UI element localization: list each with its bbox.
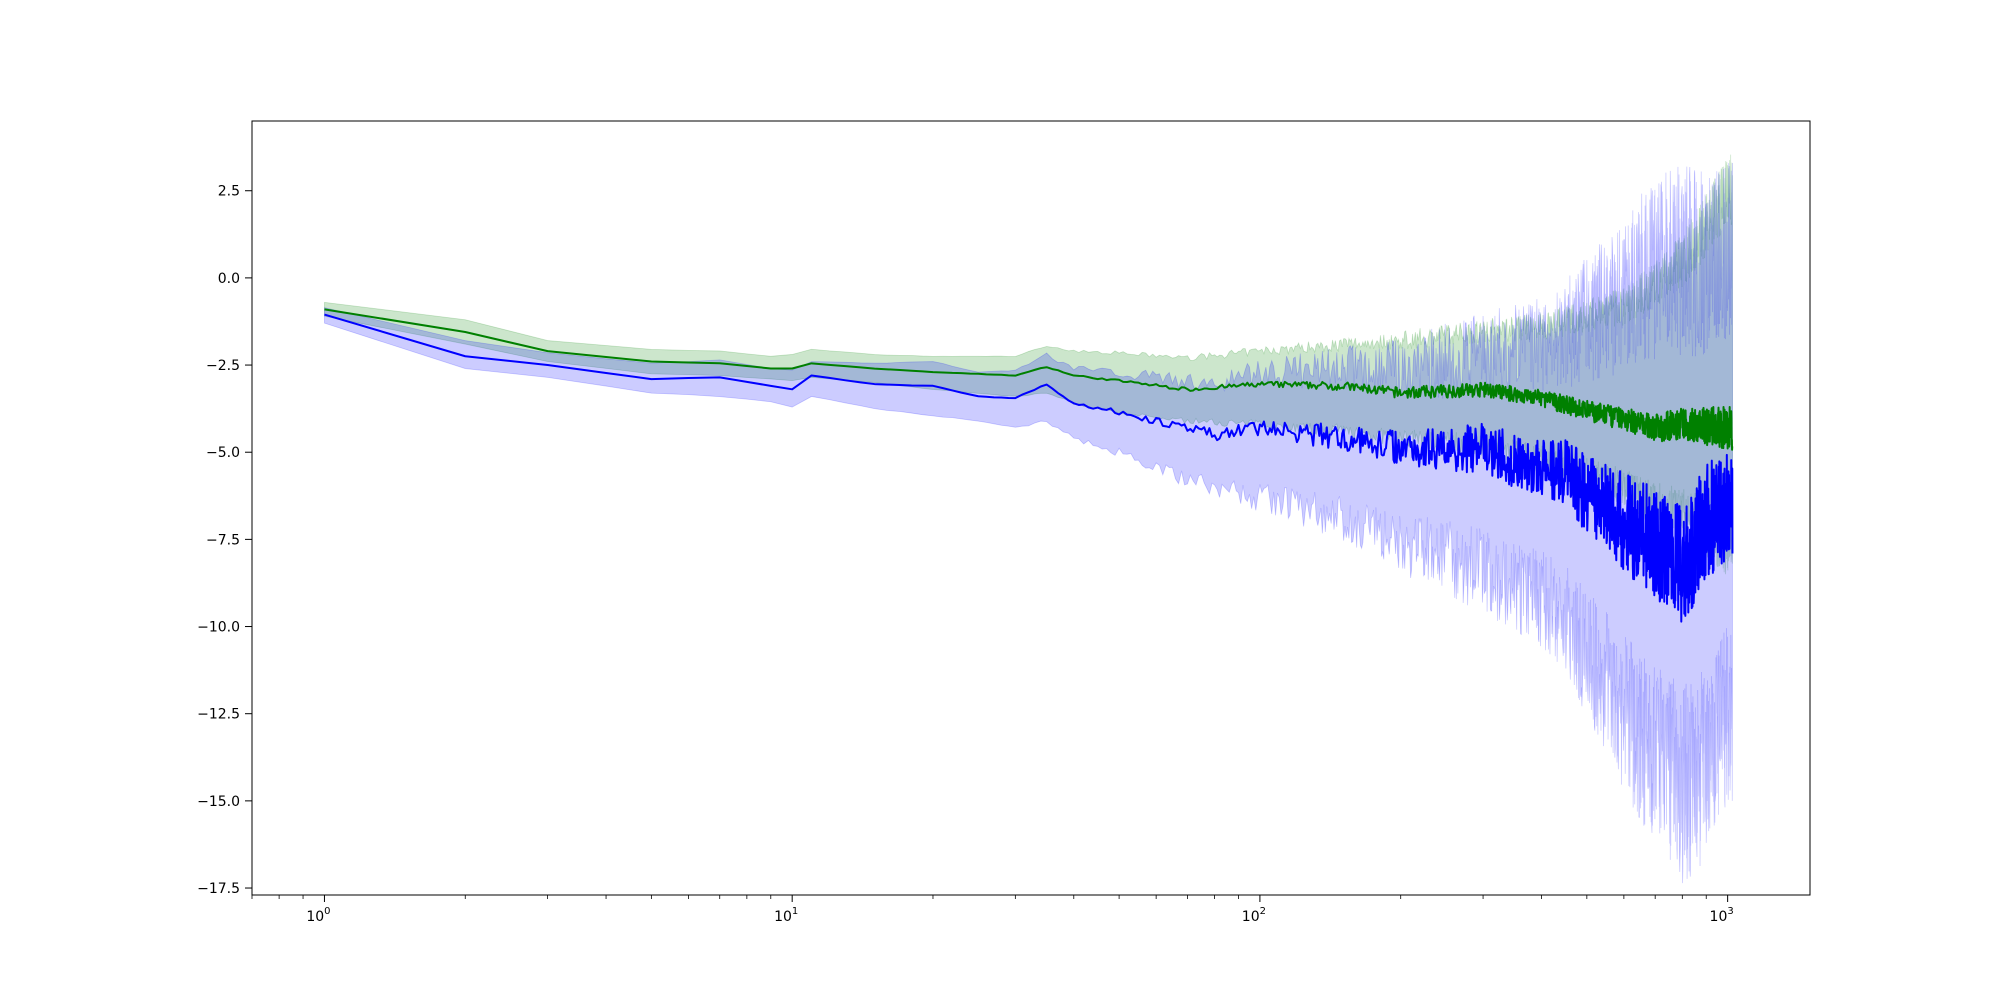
line-series-1 (324, 308, 1734, 451)
x-tick-exponent: 0 (324, 906, 330, 917)
x-tick-base: 10 (774, 909, 792, 925)
x-tick-base: 10 (306, 909, 324, 925)
confidence-bands (324, 154, 1733, 884)
x-tick-exponent: 2 (1260, 906, 1266, 917)
y-tick-label: −10.0 (197, 620, 240, 636)
x-tick-exponent: 3 (1727, 906, 1733, 917)
line-series-2 (324, 313, 1734, 623)
y-tick-label: −15.0 (197, 794, 240, 810)
x-tick-exponent: 1 (792, 906, 798, 917)
x-tick-base: 10 (1242, 909, 1260, 925)
x-tick-base: 10 (1710, 909, 1728, 925)
y-tick-label: −2.5 (206, 358, 240, 374)
x-tick-label: 101 (774, 906, 798, 925)
plot-frame (251, 120, 1811, 896)
x-tick-label: 100 (306, 906, 330, 925)
x-axis: 100 101 102 103 (251, 895, 1734, 925)
y-tick-label: −7.5 (206, 532, 240, 548)
band-series-2 (324, 163, 1733, 884)
x-tick-label: 103 (1710, 906, 1734, 925)
y-tick-label: −12.5 (197, 707, 240, 723)
x-tick-label: 102 (1242, 906, 1266, 925)
y-tick-label: 2.5 (218, 184, 240, 200)
y-tick-label: −5.0 (206, 445, 240, 461)
series-lines (324, 308, 1734, 623)
y-axis: 2.5 0.0 −2.5 −5.0 −7.5 −10.0 −12.5 −15.0 −17.5 (197, 184, 252, 897)
y-tick-label: −17.5 (197, 881, 240, 897)
y-tick-label: 0.0 (218, 271, 240, 287)
